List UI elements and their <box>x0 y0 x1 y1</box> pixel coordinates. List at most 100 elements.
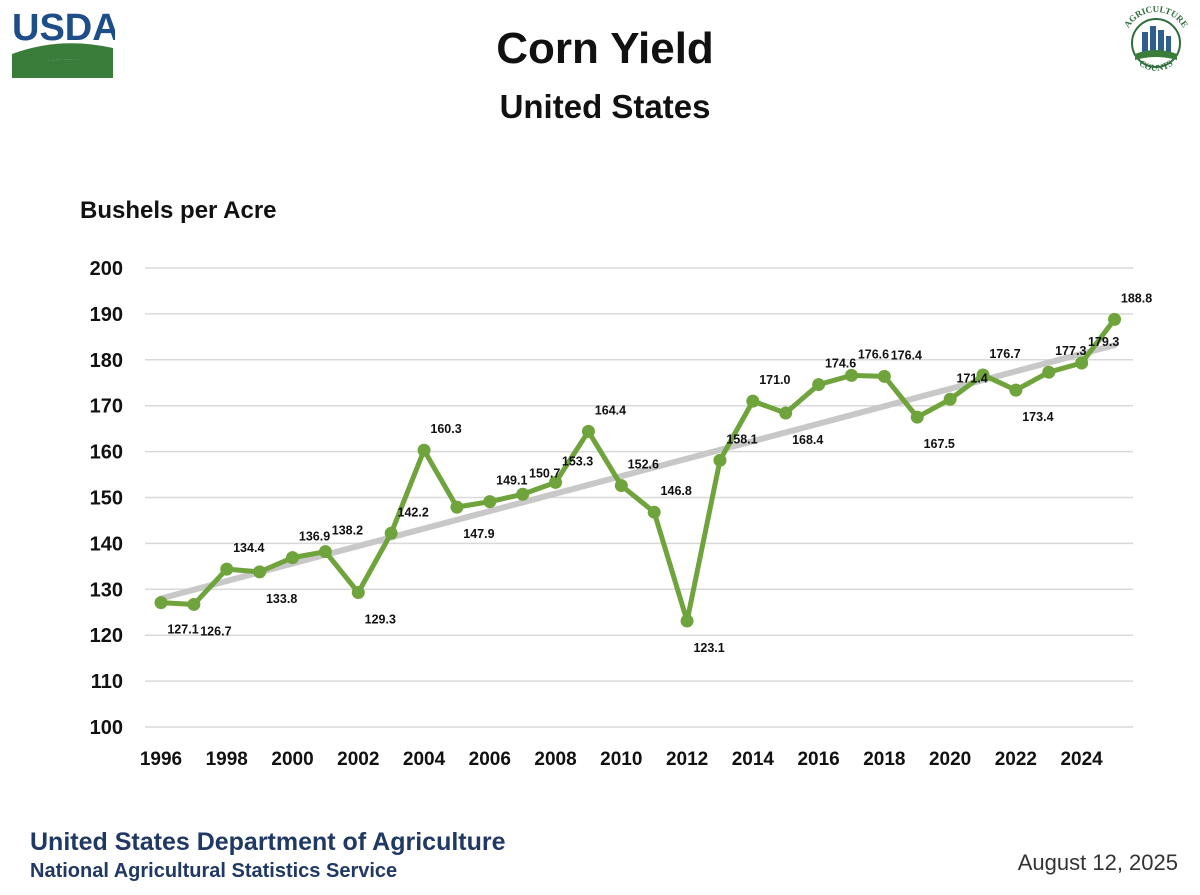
x-tick-label: 2002 <box>337 749 379 770</box>
data-label: 149.1 <box>496 474 527 488</box>
data-point <box>384 526 398 540</box>
data-label: 167.5 <box>924 437 955 451</box>
x-tick-label: 2020 <box>929 749 971 770</box>
y-tick-label: 170 <box>90 396 123 418</box>
data-label: 133.8 <box>266 592 297 606</box>
data-point <box>253 565 267 579</box>
y-tick-label: 100 <box>90 717 123 739</box>
data-label: 176.6 <box>858 347 889 361</box>
y-tick-label: 160 <box>90 442 123 464</box>
usda-logo: USDA <box>12 7 115 78</box>
usda-logo-text: USDA <box>12 7 115 49</box>
release-date: August 12, 2025 <box>1017 850 1178 875</box>
x-tick-label: 1998 <box>206 749 248 770</box>
data-point <box>910 410 924 424</box>
footer-department: United States Department of Agriculture <box>30 828 506 856</box>
data-point <box>1042 365 1056 379</box>
svg-text:COUNTS: COUNTS <box>1137 58 1174 73</box>
data-label: 136.9 <box>299 530 330 544</box>
data-label: 171.0 <box>759 373 790 387</box>
y-tick-label: 120 <box>90 625 123 647</box>
data-labels: 127.1 126.7 134.4 133.8 136.9 138.2 129.3 142.2… <box>167 291 1152 655</box>
data-point <box>614 479 628 493</box>
data-point <box>812 378 826 392</box>
data-point <box>844 368 858 382</box>
y-axis-label: Bushels per Acre <box>80 197 277 224</box>
x-tick-label: 2000 <box>271 749 313 770</box>
x-tick-label: 2024 <box>1060 749 1103 770</box>
gridlines <box>145 267 1133 728</box>
data-label: 168.4 <box>792 433 823 447</box>
data-label: 176.4 <box>891 348 922 362</box>
data-label: 134.4 <box>233 541 264 555</box>
data-point <box>220 562 234 576</box>
y-tick-label: 150 <box>90 488 123 510</box>
footer-service: National Agricultural Statistics Service <box>30 860 398 882</box>
data-label: 176.7 <box>989 347 1020 361</box>
x-axis-ticks: 1996 1998 2000 2002 2004 2006 2008 2010 2012 2014… <box>140 749 1103 770</box>
data-label: 126.7 <box>200 624 231 638</box>
data-label: 129.3 <box>365 613 396 627</box>
data-point <box>877 369 891 383</box>
data-point <box>154 596 168 610</box>
data-point <box>779 406 793 420</box>
trend-line <box>158 342 1118 602</box>
data-point <box>713 453 727 467</box>
yield-series <box>154 312 1122 628</box>
y-tick-label: 130 <box>90 579 123 601</box>
x-tick-label: 1996 <box>140 749 182 770</box>
chart-subtitle: United States <box>499 88 711 125</box>
x-tick-label: 2022 <box>995 749 1037 770</box>
x-tick-label: 2018 <box>863 749 905 770</box>
data-point <box>1009 383 1023 397</box>
data-label: 179.3 <box>1088 335 1119 349</box>
data-label: 142.2 <box>398 505 429 519</box>
data-label: 127.1 <box>167 623 198 637</box>
agriculture-counts-logo: AGRICULTURE COUNTS <box>1122 4 1190 73</box>
x-tick-label: 2006 <box>469 749 511 770</box>
x-tick-label: 2014 <box>732 749 775 770</box>
data-label: 152.6 <box>628 458 659 472</box>
data-point <box>187 597 201 611</box>
data-point <box>746 394 760 408</box>
x-tick-label: 2008 <box>534 749 576 770</box>
data-point <box>351 586 365 600</box>
y-tick-label: 200 <box>90 258 123 280</box>
data-point <box>943 392 957 406</box>
data-point <box>286 551 300 565</box>
y-tick-label: 190 <box>90 304 123 326</box>
data-label: 158.1 <box>726 432 757 446</box>
data-point <box>483 495 497 509</box>
data-label: 171.4 <box>956 371 987 385</box>
x-tick-label: 2010 <box>600 749 642 770</box>
ag-logo-bottom-text: COUNTS <box>1137 58 1174 73</box>
data-label: 160.3 <box>430 422 461 436</box>
chart-title: Corn Yield <box>496 24 714 73</box>
x-tick-label: 2016 <box>797 749 839 770</box>
x-tick-label: 2004 <box>403 749 446 770</box>
data-point <box>450 500 464 514</box>
data-label: 164.4 <box>595 403 626 417</box>
trend-line-group <box>158 342 1118 602</box>
data-point <box>516 487 530 501</box>
data-point <box>1108 312 1122 326</box>
data-point <box>647 505 661 519</box>
data-label: 174.6 <box>825 357 856 371</box>
y-tick-label: 110 <box>91 671 123 693</box>
data-point <box>318 545 332 559</box>
data-point <box>976 368 990 382</box>
data-label: 173.4 <box>1022 410 1053 424</box>
x-tick-label: 2012 <box>666 749 708 770</box>
data-label: 146.8 <box>661 484 692 498</box>
data-label: 188.8 <box>1121 291 1152 305</box>
data-point <box>680 614 694 628</box>
data-point <box>417 443 431 457</box>
data-label: 177.3 <box>1055 344 1086 358</box>
y-tick-label: 180 <box>90 350 123 372</box>
data-label: 153.3 <box>562 454 593 468</box>
y-tick-label: 140 <box>90 533 123 555</box>
data-label: 138.2 <box>332 524 363 538</box>
data-point <box>581 424 595 438</box>
data-label: 150.7 <box>529 466 560 480</box>
